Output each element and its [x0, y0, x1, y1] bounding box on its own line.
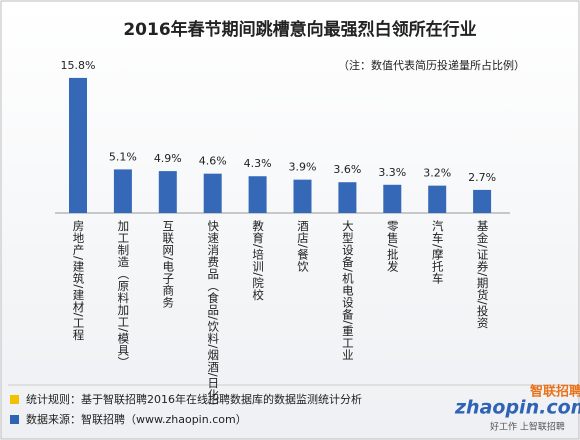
x-tick-label: 房地产/建筑/建材/工程 — [72, 220, 86, 341]
bar — [203, 173, 222, 213]
value-label: 4.3% — [244, 157, 272, 170]
value-label: 15.8% — [61, 59, 96, 72]
x-tick-label: 大型设备/机电设备/重工业 — [341, 219, 355, 361]
value-label: 4.9% — [154, 152, 182, 165]
value-label: 3.3% — [378, 166, 406, 179]
bar — [113, 169, 132, 213]
value-label: 5.1% — [109, 150, 137, 163]
bar — [473, 189, 492, 213]
chart-subtitle: （注：数值代表简历投递量所占比例） — [338, 58, 525, 72]
footer-rule: 统计规则：基于智联招聘2016年在线招聘数据库的数据监测统计分析 — [26, 392, 362, 406]
logo-brand: 智联招聘 — [530, 384, 580, 400]
footer-source: 数据来源：智联招聘（www.zhaopin.com） — [26, 412, 247, 426]
x-tick-label: 互联网/电子商务 — [161, 220, 175, 308]
rule-swatch — [10, 395, 19, 404]
logo-slogan: 好工作 上智联招聘 — [490, 421, 565, 433]
bar — [383, 184, 402, 213]
x-tick-label: 加工制造（原料加工/模具） — [116, 220, 130, 368]
bar — [69, 77, 87, 213]
bar — [428, 185, 447, 213]
x-tick-label: 基金/证券/期货/投资 — [476, 220, 490, 329]
x-tick-label: 快速消费品（食品/饮料/烟酒/日化） — [206, 220, 220, 413]
bar — [158, 171, 177, 213]
x-tick-label: 汽车/摩托车 — [431, 219, 445, 284]
bar — [293, 179, 312, 213]
chart-title: 2016年春节期间跳槽意向最强烈白领所在行业 — [123, 19, 476, 40]
x-tick-label: 教育/培训/院校 — [251, 219, 265, 301]
value-label: 3.2% — [423, 167, 451, 180]
value-label: 3.9% — [289, 161, 317, 174]
x-tick-label: 酒店/餐饮 — [296, 220, 310, 272]
logo-site: zhaopin.com — [454, 397, 580, 419]
value-label: 2.7% — [468, 171, 496, 184]
value-label: 3.6% — [333, 163, 361, 176]
source-swatch — [10, 415, 19, 424]
x-tick-label: 零售/批发 — [386, 220, 400, 272]
bar — [248, 176, 267, 213]
bar — [338, 182, 357, 213]
value-label: 4.6% — [199, 155, 227, 168]
